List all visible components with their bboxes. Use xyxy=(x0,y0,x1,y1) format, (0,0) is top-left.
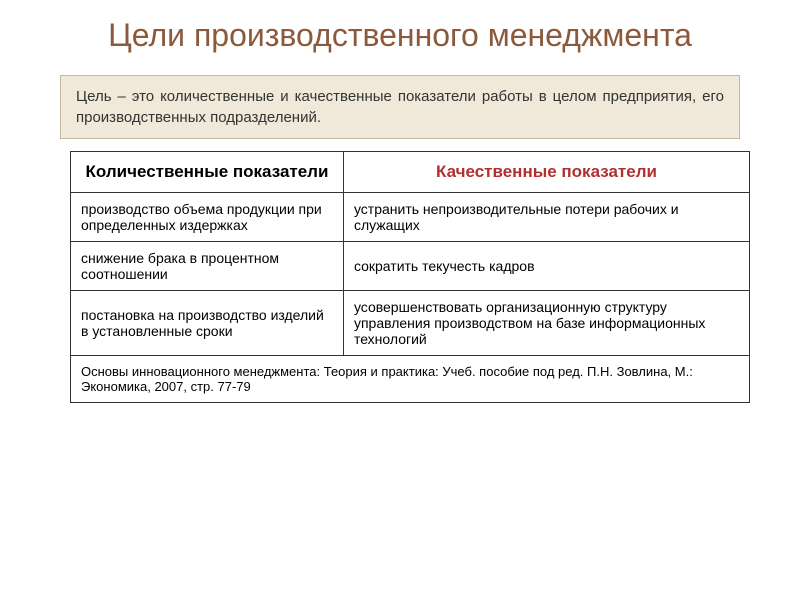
cell-qual-2: усовершенствовать организационную структ… xyxy=(343,290,749,355)
cell-qual-0: устранить непроизводительные потери рабо… xyxy=(343,192,749,241)
cell-quant-2: постановка на производство изделий в уст… xyxy=(71,290,344,355)
table-header-row: Количественные показатели Качественные п… xyxy=(71,151,750,192)
table-row: производство объема продукции при опреде… xyxy=(71,192,750,241)
table-row: постановка на производство изделий в уст… xyxy=(71,290,750,355)
header-quantitative: Количественные показатели xyxy=(71,151,344,192)
definition-box: Цель – это количественные и качественные… xyxy=(60,75,740,139)
table-row: снижение брака в процентном соотношении … xyxy=(71,241,750,290)
table-footer-row: Основы инновационного менеджмента: Теори… xyxy=(71,355,750,402)
footer-citation: Основы инновационного менеджмента: Теори… xyxy=(71,355,750,402)
indicators-table: Количественные показатели Качественные п… xyxy=(70,151,750,403)
cell-quant-0: производство объема продукции при опреде… xyxy=(71,192,344,241)
header-qualitative: Качественные показатели xyxy=(343,151,749,192)
page-title: Цели производственного менеджмента xyxy=(60,15,740,57)
cell-qual-1: сократить текучесть кадров xyxy=(343,241,749,290)
cell-quant-1: снижение брака в процентном соотношении xyxy=(71,241,344,290)
definition-text: Цель – это количественные и качественные… xyxy=(76,88,724,126)
